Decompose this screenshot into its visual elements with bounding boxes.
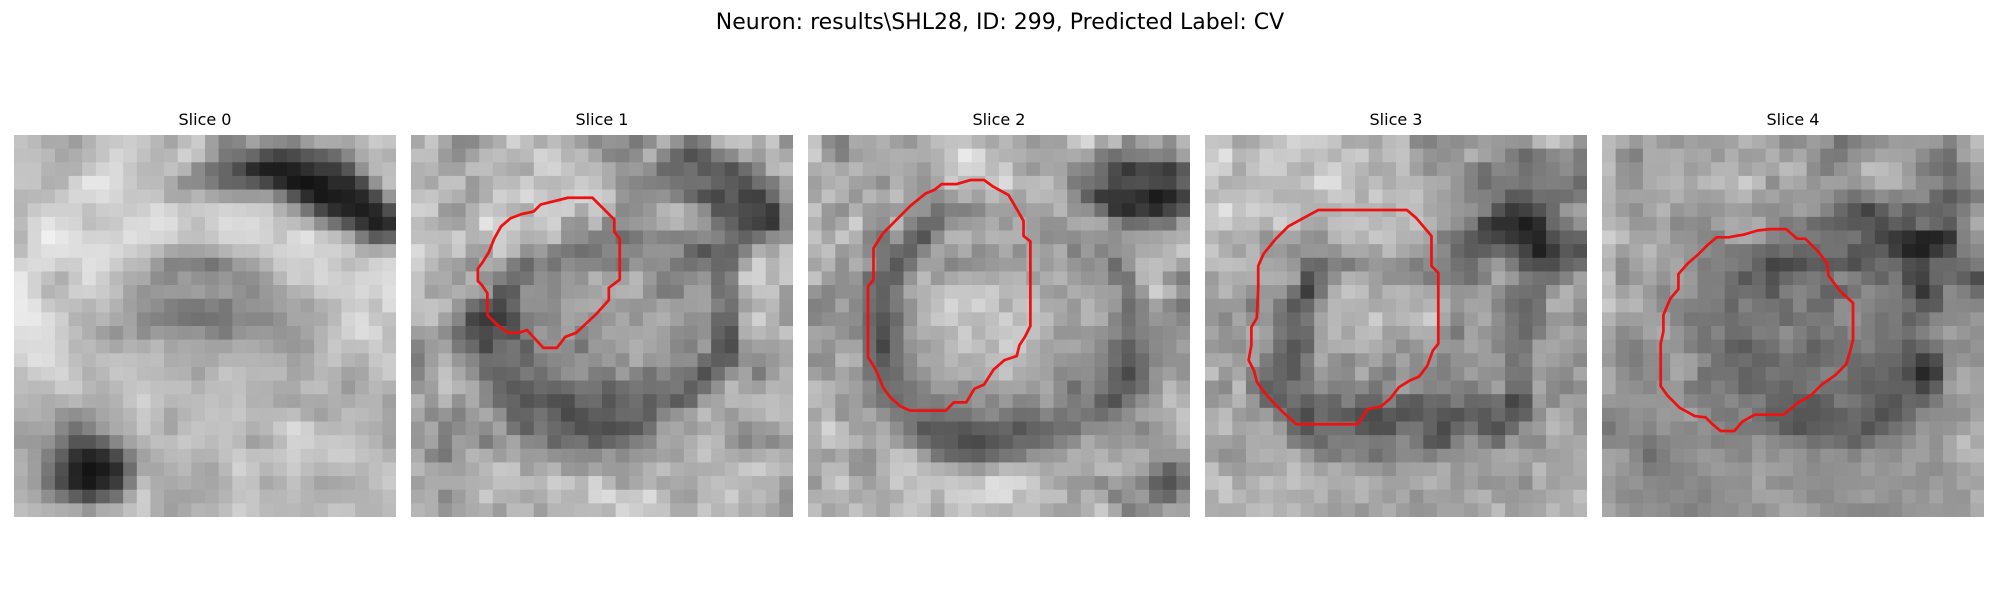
- slice-title: Slice 0: [14, 109, 396, 131]
- slice-panel-1: Slice 1: [411, 109, 793, 519]
- slice-title: Slice 2: [808, 109, 1190, 131]
- slice-image: [411, 135, 793, 517]
- slice-image: [14, 135, 396, 517]
- slice-panel-3: Slice 3: [1205, 109, 1587, 519]
- slice-title: Slice 3: [1205, 109, 1587, 131]
- slice-title: Slice 4: [1602, 109, 1984, 131]
- slice-panel-2: Slice 2: [808, 109, 1190, 519]
- slice-panel-0: Slice 0: [14, 109, 396, 519]
- slice-panel-4: Slice 4: [1602, 109, 1984, 519]
- slice-image: [1205, 135, 1587, 517]
- slice-title: Slice 1: [411, 109, 793, 131]
- figure-title: Neuron: results\SHL28, ID: 299, Predicte…: [0, 6, 2000, 40]
- slice-image: [808, 135, 1190, 517]
- slice-image: [1602, 135, 1984, 517]
